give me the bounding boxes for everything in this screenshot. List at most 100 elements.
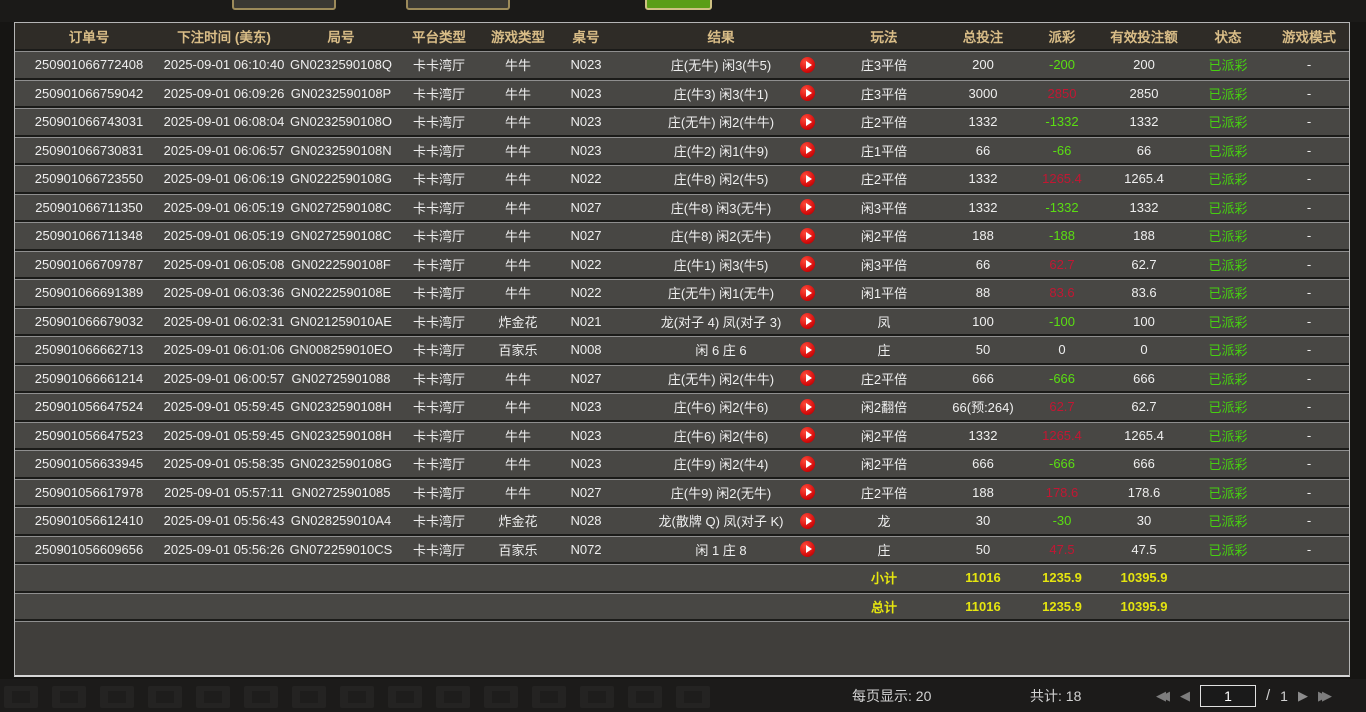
cell-play-method: 龙: [877, 514, 891, 530]
table-row: 250901066723550 2025-09-01 06:06:19 GN0222…: [15, 166, 1349, 192]
summary-label: 总计: [870, 599, 897, 615]
cell-valid-bet: 1332: [1129, 199, 1159, 215]
cell-round-number: GN021259010AE: [290, 313, 392, 329]
summary-payout: 1235.9: [1042, 598, 1082, 614]
video-playback-icon[interactable]: [800, 170, 815, 187]
cell-round-number: GN0232590108H: [290, 427, 392, 443]
video-playback-icon[interactable]: [800, 85, 815, 102]
video-playback-icon[interactable]: [800, 313, 815, 330]
dimmed-background-tile: [52, 686, 86, 708]
row-divider: [15, 49, 1349, 52]
cell-payout: -200: [1048, 57, 1076, 73]
video-playback-icon[interactable]: [800, 284, 815, 301]
video-playback-icon[interactable]: [800, 341, 815, 358]
cell-order-number: 250901066772408: [34, 57, 144, 73]
cell-total-bet: 100: [972, 313, 994, 329]
cell-bet-time: 2025-09-01 06:02:31: [163, 313, 285, 329]
cell-bet-time: 2025-09-01 05:59:45: [163, 399, 285, 415]
first-page-icon[interactable]: ◀◀: [1156, 687, 1170, 703]
cell-payout: 0: [1058, 342, 1066, 358]
col-header-total: 总投注: [962, 30, 1004, 45]
page-number-input[interactable]: [1200, 684, 1256, 707]
cell-payout: -30: [1052, 513, 1072, 529]
cell-round-number: GN0232590108H: [290, 399, 392, 415]
cell-status-badge: 已派彩: [1208, 143, 1248, 159]
cell-game-mode: -: [1306, 285, 1312, 301]
cell-payout: -1332: [1045, 114, 1079, 130]
video-playback-icon[interactable]: [800, 370, 815, 387]
dimmed-background-tile: [388, 686, 422, 708]
video-playback-icon[interactable]: [800, 484, 815, 501]
cell-order-number: 250901056612410: [34, 513, 144, 529]
table-header-row: 订单号 下注时间 (美东) 局号 平台类型 游戏类型 桌号 结果 玩法 总投注 派彩 有效投注额 状态…: [15, 23, 1349, 49]
top-button-1[interactable]: [232, 0, 336, 10]
cell-game-mode: -: [1306, 513, 1312, 529]
cell-play-method: 庄2平倍: [860, 371, 908, 387]
last-page-icon[interactable]: ▶▶: [1317, 687, 1332, 703]
video-playback-icon[interactable]: [800, 227, 815, 244]
row-divider: [15, 448, 1349, 451]
top-button-2[interactable]: [406, 0, 510, 10]
cell-game-type: 牛牛: [504, 286, 531, 302]
top-toolbar-strip: [0, 0, 1366, 22]
cell-play-method: 闲2翻倍: [860, 400, 908, 416]
video-playback-icon[interactable]: [800, 541, 815, 558]
dimmed-background-tile: [340, 686, 374, 708]
cell-platform-type: 卡卡湾厅: [412, 514, 465, 530]
video-playback-icon[interactable]: [800, 398, 815, 415]
row-divider: [15, 248, 1349, 252]
summary-valid-bet: 10395.9: [1120, 570, 1168, 586]
cell-order-number: 250901066759042: [34, 85, 144, 101]
row-divider: [15, 505, 1349, 508]
cell-platform-type: 卡卡湾厅: [412, 314, 465, 330]
cell-game-mode: -: [1306, 313, 1312, 329]
cell-platform-type: 卡卡湾厅: [412, 86, 465, 102]
cell-valid-bet: 1265.4: [1124, 427, 1164, 443]
next-page-icon[interactable]: ▶: [1297, 687, 1308, 703]
dimmed-background-tile: [436, 686, 470, 708]
page-separator: /: [1266, 687, 1271, 704]
video-playback-icon[interactable]: [800, 199, 815, 216]
cell-game-mode: -: [1306, 114, 1312, 130]
cell-payout: 62.7: [1049, 399, 1075, 415]
cell-result: 庄(牛8) 闲2(无牛): [617, 226, 825, 245]
col-header-play: 玩法: [870, 30, 898, 45]
dimmed-background-strip: [0, 679, 1366, 712]
video-playback-icon[interactable]: [800, 427, 815, 444]
cell-payout: 1265.4: [1042, 427, 1082, 443]
col-header-platform: 平台类型: [412, 30, 466, 45]
cell-total-bet: 50: [975, 342, 991, 358]
cell-status-badge: 已派彩: [1208, 542, 1248, 558]
cell-bet-time: 2025-09-01 06:03:36: [163, 285, 285, 301]
cell-table-number: N023: [570, 427, 602, 443]
video-playback-icon[interactable]: [800, 142, 815, 159]
table-body: 250901066772408 2025-09-01 06:10:40 GN0232…: [15, 49, 1349, 622]
video-playback-icon[interactable]: [800, 56, 815, 73]
prev-page-icon[interactable]: ◀: [1180, 687, 1190, 703]
table-row: 250901066743031 2025-09-01 06:08:04 GN0232…: [15, 109, 1349, 135]
col-header-game: 游戏类型: [491, 30, 545, 45]
video-playback-icon[interactable]: [800, 256, 815, 273]
cell-valid-bet: 200: [1133, 57, 1155, 73]
cell-bet-time: 2025-09-01 06:10:40: [163, 57, 285, 73]
cell-status-badge: 已派彩: [1208, 229, 1248, 245]
cell-status-badge: 已派彩: [1208, 314, 1248, 330]
cell-table-number: N028: [570, 513, 602, 529]
row-divider: [15, 220, 1349, 223]
cell-table-number: N008: [570, 342, 602, 358]
cell-play-method: 庄2平倍: [860, 172, 908, 188]
cell-bet-time: 2025-09-01 05:56:43: [163, 513, 285, 529]
cell-valid-bet: 1332: [1129, 114, 1159, 130]
cell-table-number: N072: [570, 541, 602, 557]
cell-game-type: 牛牛: [504, 200, 531, 216]
cell-payout: -1332: [1045, 199, 1079, 215]
video-playback-icon[interactable]: [800, 512, 815, 529]
top-button-active[interactable]: [645, 0, 712, 10]
video-playback-icon[interactable]: [800, 455, 815, 472]
cell-result: 庄(牛6) 闲2(牛6): [617, 426, 825, 445]
summary-payout: 1235.9: [1042, 570, 1082, 586]
cell-play-method: 庄2平倍: [860, 485, 908, 501]
video-playback-icon[interactable]: [800, 113, 815, 130]
cell-game-type: 炸金花: [498, 314, 538, 330]
cell-order-number: 250901066691389: [34, 285, 144, 301]
